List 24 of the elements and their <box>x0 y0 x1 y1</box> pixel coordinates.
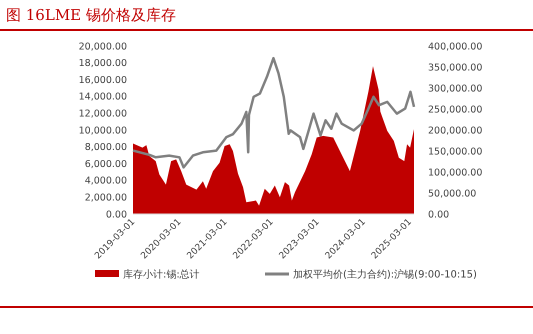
y-tick-label: 10,000.00 <box>78 125 127 136</box>
y2-tick-label: 300,000.00 <box>428 83 482 94</box>
y-tick-label: 6,000.00 <box>84 158 127 170</box>
y-tick-label: 20,000.00 <box>78 41 127 52</box>
y-tick-label: 4,000.00 <box>84 176 127 187</box>
y2-tick-label: 50,000.00 <box>428 188 476 200</box>
legend-label: 加权平均价(主力合约):沪锡(9:00-10:15) <box>293 268 477 280</box>
y2-tick-label: 350,000.00 <box>428 62 482 74</box>
y2-tick-label: 150,000.00 <box>428 146 482 158</box>
y-tick-label: 14,000.00 <box>78 92 127 103</box>
chart-title: 图 16LME 锡价格及库存 <box>6 6 176 24</box>
y2-tick-label: 200,000.00 <box>428 125 482 136</box>
y2-tick-label: 400,000.00 <box>428 41 482 52</box>
legend-label: 库存小计:锡:总计 <box>123 268 200 280</box>
line-series <box>132 56 416 169</box>
y-tick-label: 18,000.00 <box>78 58 127 70</box>
y2-tick-label: 250,000.00 <box>428 104 482 116</box>
y-tick-label: 2,000.00 <box>84 192 127 204</box>
y2-tick-label: 100,000.00 <box>428 167 482 178</box>
y-tick-label: 8,000.00 <box>84 142 127 154</box>
y-tick-label: 0.00 <box>106 209 127 220</box>
y-tick-label: 16,000.00 <box>78 74 127 86</box>
y-tick-label: 12,000.00 <box>78 108 127 120</box>
y2-tick-label: 0.00 <box>428 209 450 220</box>
